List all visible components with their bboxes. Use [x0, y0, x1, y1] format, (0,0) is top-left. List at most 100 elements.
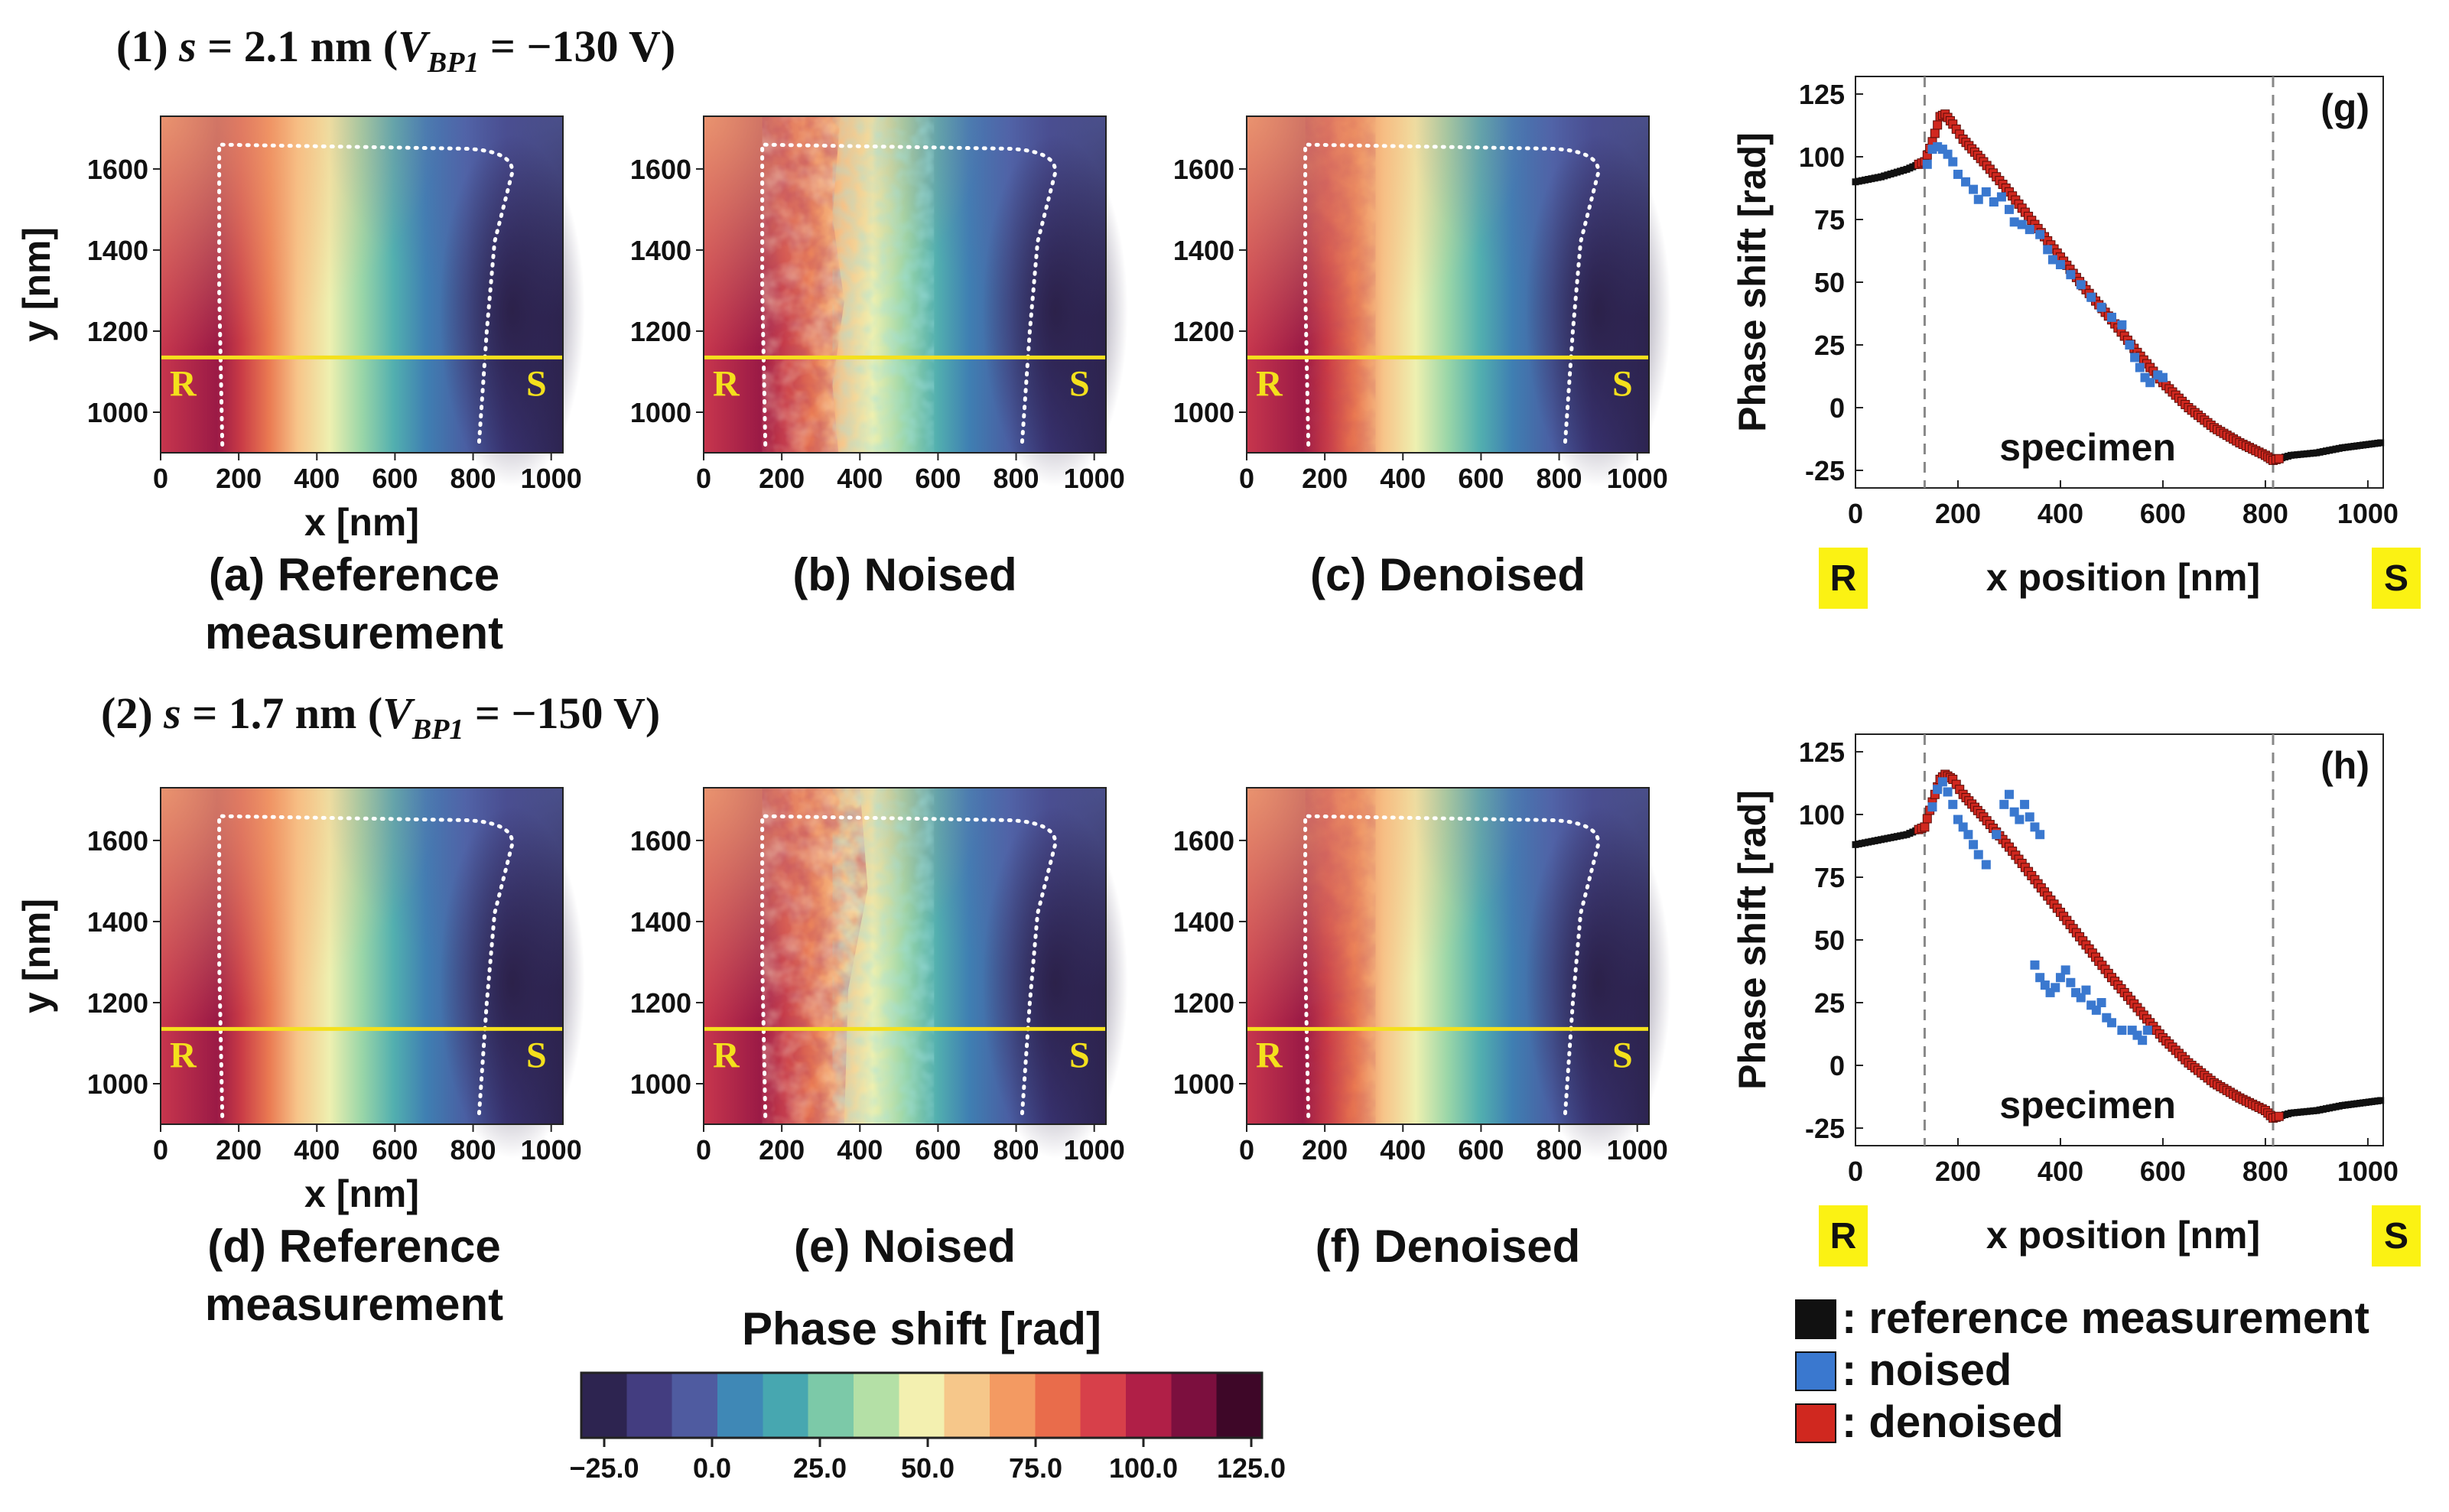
map-lobe	[1525, 806, 1671, 1159]
specimen-annotation: specimen	[1999, 1084, 2176, 1127]
map-panel-b: R S 0 200 400 600 800 1000 1000 1200 1400 1600	[630, 115, 1128, 494]
y-tick-label: 50	[1814, 267, 1845, 298]
x-axis-label: x [nm]	[304, 1172, 419, 1215]
data-point	[2066, 977, 2076, 987]
x-tick-label: 1000	[1607, 1134, 1668, 1166]
data-point	[2377, 439, 2385, 447]
y-tick-label: 1400	[87, 235, 148, 266]
x-tick-label: 600	[1458, 463, 1504, 494]
x-tick-label: 600	[2140, 498, 2186, 529]
x-tick-label: 600	[915, 463, 961, 494]
specimen-annotation: specimen	[1999, 426, 2176, 469]
data-point	[1933, 120, 1943, 130]
colorbar-tick-label: 0.0	[693, 1452, 731, 1484]
map-frame	[160, 787, 564, 1125]
x-tick-label: 200	[216, 1134, 262, 1166]
plot-frame	[1855, 733, 2384, 1146]
y-tick-label: 1000	[630, 1068, 691, 1100]
data-point	[2060, 965, 2070, 975]
x-tick-label: 1000	[1064, 1134, 1125, 1166]
data-point	[2274, 454, 2284, 463]
x-tick-label: 400	[294, 463, 340, 494]
x-tick-label: 200	[216, 463, 262, 494]
noise-texture	[762, 116, 844, 453]
x-tick-label: 800	[1537, 1134, 1582, 1166]
x-tick-label: 400	[1380, 463, 1426, 494]
x-tick-label: 200	[759, 1134, 805, 1166]
profile-label-s: S	[526, 363, 547, 404]
y-tick-label: 25	[1814, 987, 1845, 1019]
data-point	[1999, 799, 2009, 809]
y-tick-label: 1200	[1173, 987, 1234, 1019]
badge-s	[2372, 1205, 2421, 1267]
data-point	[2009, 807, 2019, 817]
x-tick-label: 200	[1935, 498, 1981, 529]
map-panel-c: R S 0 200 400 600 800 1000 1000 1200 1400 1600	[1173, 115, 1671, 494]
y-tick-label: 75	[1814, 862, 1845, 893]
row1-title: (1) s = 2.1 nm (VBP1 = −130 V)	[116, 21, 675, 79]
phase-maps: R S 0 200 400 600 800 1000 1000 1200 1400 1600 x [nm…	[15, 115, 1671, 1215]
data-point	[2130, 353, 2140, 363]
data-point	[2035, 830, 2045, 840]
y-tick-label: 125	[1799, 736, 1845, 768]
y-tick-label: 1400	[630, 235, 691, 266]
y-axis-label: Phase shift [rad]	[1731, 790, 1774, 1090]
map-lobe	[982, 806, 1128, 1159]
colorbar-tick-label: 75.0	[1009, 1452, 1062, 1484]
map-frame	[1246, 115, 1650, 454]
data-point	[1920, 822, 1930, 832]
x-tick-label: 400	[294, 1134, 340, 1166]
legend-label: : noised	[1842, 1345, 2012, 1395]
profile-label-s: S	[1069, 1035, 1090, 1075]
specimen-outline	[1303, 142, 1601, 447]
colorbar-tick-label: 50.0	[901, 1452, 955, 1484]
x-tick-label: 600	[372, 463, 418, 494]
legend-swatch	[1795, 1351, 1836, 1391]
y-tick-label: 1600	[87, 154, 148, 185]
x-axis-label: x [nm]	[304, 501, 419, 544]
data-point	[2040, 980, 2050, 990]
x-tick-label: 0	[153, 463, 168, 494]
x-tick-label: 1000	[2337, 1156, 2399, 1187]
badge-s-label: S	[2384, 558, 2408, 599]
caption-c: (c) Denoised	[1310, 549, 1586, 600]
x-tick-label: 800	[1537, 463, 1582, 494]
data-point	[2055, 973, 2065, 983]
data-point	[2091, 1005, 2101, 1015]
y-tick-label: 75	[1814, 204, 1845, 236]
data-point	[2138, 1036, 2148, 1045]
map-lobe	[1525, 135, 1671, 487]
data-point	[2096, 998, 2106, 1008]
colorbar-tick-label: 100.0	[1109, 1452, 1178, 1484]
series-denoised	[1914, 109, 2284, 465]
y-tick-label: 1000	[1173, 1068, 1234, 1100]
data-point	[2142, 1026, 2152, 1036]
caption-d: measurement	[205, 1279, 503, 1330]
profile-label-s: S	[1612, 1035, 1633, 1075]
data-point	[2030, 822, 2040, 832]
y-tick-label: 100	[1799, 141, 1845, 173]
badge-r-label: R	[1830, 558, 1857, 599]
caption-e: (e) Noised	[794, 1221, 1016, 1272]
specimen-outline	[217, 814, 515, 1118]
data-point	[2274, 1111, 2284, 1121]
y-tick-label: 0	[1829, 392, 1845, 424]
x-tick-label: 200	[1302, 463, 1348, 494]
noise-texture	[832, 788, 935, 1124]
x-tick-label: 800	[994, 1134, 1039, 1166]
badge-r	[1819, 1205, 1868, 1267]
y-tick-label: 1600	[1173, 825, 1234, 857]
y-tick-label: 1000	[87, 397, 148, 428]
data-point	[2047, 255, 2057, 265]
data-point	[1981, 187, 1991, 197]
specimen-outline	[760, 814, 1058, 1118]
data-point	[2035, 973, 2045, 983]
data-point	[2035, 229, 2045, 239]
legend-label: : denoised	[1842, 1397, 2064, 1447]
x-tick-label: 0	[696, 463, 711, 494]
y-tick-label: 1200	[87, 987, 148, 1019]
